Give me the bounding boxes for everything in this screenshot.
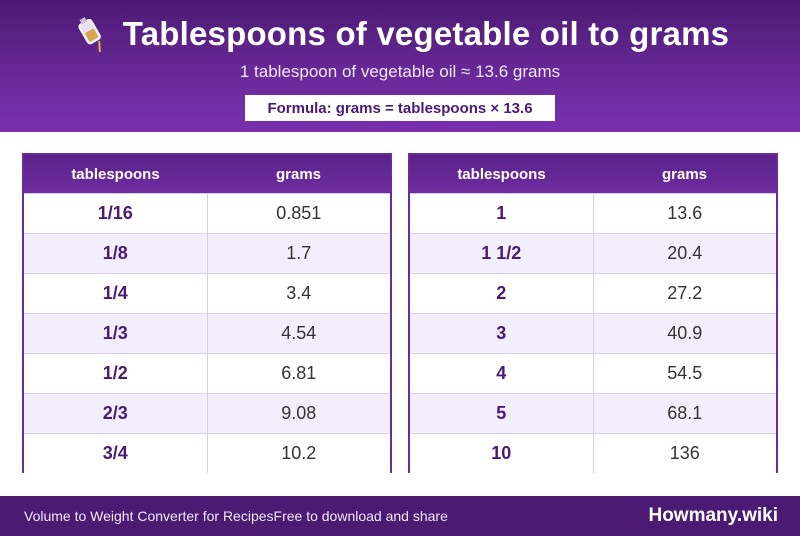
grams-cell: 10.2 — [281, 443, 317, 463]
column-header-tablespoons: tablespoons — [457, 165, 546, 183]
grams-cell: 3.4 — [286, 283, 312, 303]
grams-cell: 4.54 — [281, 323, 317, 343]
tablespoons-cell: 3/4 — [24, 434, 208, 473]
tablespoons-cell: 1 1/2 — [410, 234, 594, 273]
footer-middle-text: Free to download and share — [273, 508, 448, 524]
tablespoons-cell: 1/2 — [24, 354, 208, 393]
table-row: 1/4 3.4 — [24, 273, 390, 313]
table-row: 3 40.9 — [410, 313, 776, 353]
grams-cell: 68.1 — [667, 403, 703, 423]
table-row: 2/3 9.08 — [24, 393, 390, 433]
grams-cell: 136 — [669, 443, 700, 463]
table-row: 1 1/2 20.4 — [410, 233, 776, 273]
grams-cell: 6.81 — [281, 363, 317, 383]
tablespoons-cell: 1/16 — [24, 194, 208, 233]
grams-cell: 20.4 — [667, 243, 703, 263]
column-header-grams: grams — [275, 165, 322, 183]
brand-logo[interactable]: Howmany.wiki — [648, 505, 778, 526]
tablespoons-cell: 4 — [410, 354, 594, 393]
column-header-grams: grams — [661, 165, 708, 183]
table-header: tablespoons grams — [410, 155, 776, 193]
table-row: 5 68.1 — [410, 393, 776, 433]
grams-cell: 0.851 — [276, 203, 322, 223]
table-row: 1/3 4.54 — [24, 313, 390, 353]
conversion-table-left: tablespoons grams 1/16 0.851 1/8 1.7 1/4 3.… — [22, 153, 392, 473]
tablespoons-cell: 2 — [410, 274, 594, 313]
grams-cell: 13.6 — [667, 203, 703, 223]
tablespoons-cell: 1 — [410, 194, 594, 233]
grams-cell: 1.7 — [286, 243, 312, 263]
tablespoons-cell: 1/3 — [24, 314, 208, 353]
footer-tagline: Volume to Weight Converter for Recipes Fr… — [24, 496, 448, 536]
page-title: Tablespoons of vegetable oil to grams — [122, 15, 730, 52]
tablespoons-cell: 2/3 — [24, 394, 208, 433]
header-banner: Tablespoons of vegetable oil to grams 1 … — [0, 0, 800, 132]
grams-cell: 40.9 — [667, 323, 703, 343]
grams-cell: 54.5 — [667, 363, 703, 383]
title-row: Tablespoons of vegetable oil to grams — [0, 12, 800, 56]
conversion-table-right: tablespoons grams 1 13.6 1 1/2 20.4 2 27.2 … — [408, 153, 778, 473]
column-header-tablespoons: tablespoons — [71, 165, 160, 183]
table-row: 10 136 — [410, 433, 776, 473]
tablespoons-cell: 10 — [410, 434, 594, 473]
grams-cell: 9.08 — [281, 403, 317, 423]
table-row: 4 54.5 — [410, 353, 776, 393]
table-row: 1/16 0.851 — [24, 193, 390, 233]
oil-bottle-icon — [71, 14, 111, 54]
table-row: 1/2 6.81 — [24, 353, 390, 393]
table-row: 1/8 1.7 — [24, 233, 390, 273]
tablespoons-cell: 5 — [410, 394, 594, 433]
table-row: 3/4 10.2 — [24, 433, 390, 473]
footer-left-text: Volume to Weight Converter for Recipes — [24, 508, 274, 524]
table-header: tablespoons grams — [24, 155, 390, 193]
tablespoons-cell: 1/8 — [24, 234, 208, 273]
tablespoons-cell: 1/4 — [24, 274, 208, 313]
footer-bar: Volume to Weight Converter for Recipes Fr… — [0, 496, 800, 536]
grams-cell: 27.2 — [667, 283, 703, 303]
table-row: 2 27.2 — [410, 273, 776, 313]
formula-box: Formula: grams = tablespoons × 13.6 — [245, 95, 555, 121]
subtitle: 1 tablespoon of vegetable oil ≈ 13.6 gra… — [239, 62, 561, 81]
tablespoons-cell: 3 — [410, 314, 594, 353]
table-row: 1 13.6 — [410, 193, 776, 233]
